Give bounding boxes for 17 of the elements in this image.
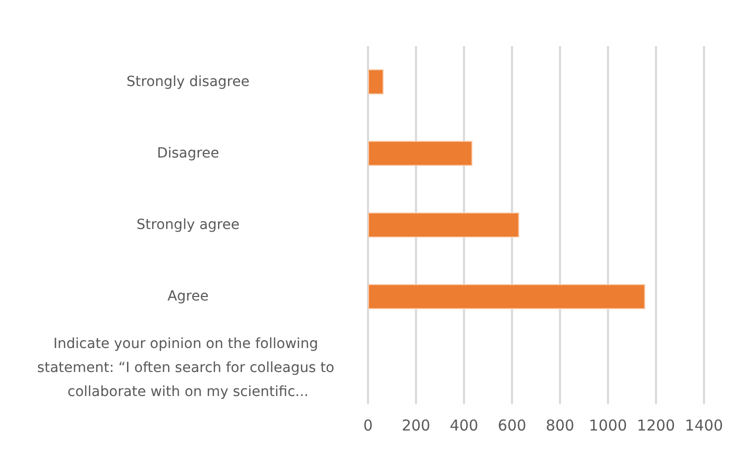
bar	[368, 212, 520, 238]
y-tick-label: Disagree	[156, 145, 220, 162]
x-tick-label: 800	[546, 416, 574, 434]
x-tick-label: 1400	[684, 416, 724, 434]
x-tick-label: 1000	[588, 416, 628, 434]
bar	[368, 69, 384, 94]
y-tick-label: Indicate your opinion on the following statement: “I often search for colleagus to collaborate with on my scientific...	[37, 336, 339, 400]
y-tick-label: Agree	[167, 288, 209, 305]
bar	[368, 284, 646, 310]
y-tick-label: Strongly agree	[136, 217, 240, 233]
y-tick-label: Strongly disagree	[126, 74, 250, 90]
x-tick-label: 400	[450, 416, 478, 434]
x-tick-label: 600	[498, 416, 526, 434]
x-tick-label: 1200	[636, 416, 676, 434]
bar	[368, 140, 472, 166]
x-tick-label: 200	[402, 416, 430, 434]
x-tick-label: 0	[363, 416, 373, 434]
